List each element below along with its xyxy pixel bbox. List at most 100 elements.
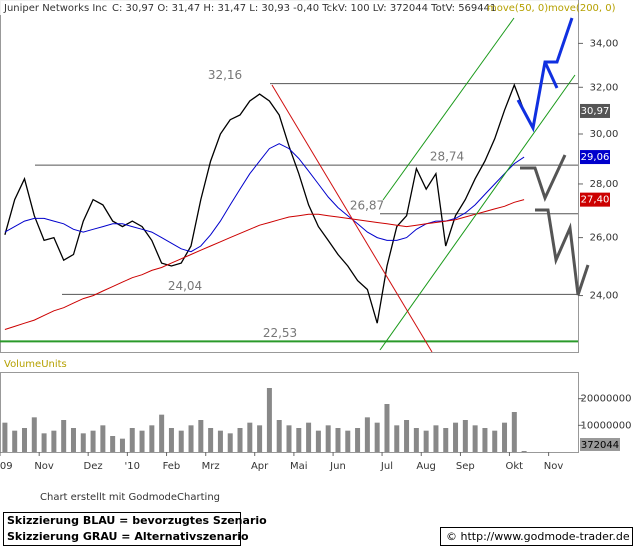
downtrend-line <box>271 84 433 353</box>
x-tick-label: Dez <box>84 461 103 472</box>
volume-bar <box>129 428 135 452</box>
volume-bar <box>296 428 302 452</box>
volume-bar <box>404 420 410 452</box>
volume-bar <box>482 428 488 452</box>
source-box <box>440 527 633 546</box>
volume-bar <box>511 412 517 452</box>
legend-entry: move(50, 0) <box>487 3 548 14</box>
price-line <box>4 83 525 324</box>
volume-bar <box>70 428 76 452</box>
x-tick-label: Apr <box>251 461 269 472</box>
volume-bar <box>413 428 419 452</box>
blue-scenario <box>543 61 559 89</box>
volume-panel <box>0 372 579 453</box>
volume-bar <box>423 430 429 452</box>
volume-bar <box>374 422 380 452</box>
volume-bar <box>384 404 390 452</box>
volume-bar <box>2 422 8 452</box>
level-label: 24,04 <box>168 279 202 293</box>
volume-bar <box>443 428 449 452</box>
y-tick-label: 20000000 <box>581 394 632 405</box>
last-value-label: 29,06 <box>581 152 610 163</box>
y-tick-label: 34,00 <box>590 38 619 49</box>
volume-bar <box>247 422 253 452</box>
volume-bar <box>237 428 243 452</box>
volume-bar <box>119 438 125 452</box>
volume-bar <box>335 428 341 452</box>
x-tick-label: Okt <box>506 461 524 472</box>
last-value-label: 30,97 <box>581 106 610 117</box>
last-value-box <box>580 150 610 165</box>
volume-bar <box>364 417 370 452</box>
last-value-box <box>580 192 610 207</box>
note-gray: Skizzierung GRAU = Alternativszenario <box>7 530 249 543</box>
volume-bar <box>41 433 47 452</box>
y-tick-label: 30,00 <box>590 129 619 140</box>
volume-bar <box>51 430 57 452</box>
gray-scenario <box>535 208 590 296</box>
header-band <box>0 0 578 15</box>
gray-scenario <box>520 154 567 203</box>
volume-bar <box>492 430 498 452</box>
credit: Chart erstellt mit GodmodeCharting <box>40 492 220 503</box>
level-label: 26,87 <box>350 198 384 212</box>
volume-bar <box>276 420 282 452</box>
last-volume-box <box>580 438 620 451</box>
volume-bar <box>345 430 351 452</box>
volume-bar <box>266 388 272 452</box>
moving-average <box>4 143 525 253</box>
drawings <box>271 17 590 353</box>
volume-bar <box>100 425 106 452</box>
volume-bar <box>61 420 67 452</box>
volume-bar <box>12 430 18 452</box>
volume-bar <box>433 425 439 452</box>
volume-bar <box>110 436 116 452</box>
x-tick-label: Jul <box>380 461 393 472</box>
y-tick-label: 32,00 <box>590 82 619 93</box>
volume-bar <box>168 428 174 452</box>
volume-bar <box>217 430 223 452</box>
header-title: Juniper Networks Inc <box>3 3 107 14</box>
last-volume-label: 372044 <box>581 440 619 451</box>
volume-bar <box>90 430 96 452</box>
volume-bar <box>21 428 27 452</box>
y-tick-label: 10000000 <box>581 420 632 431</box>
level-label: 28,74 <box>430 150 464 164</box>
last-value-box <box>580 103 610 118</box>
volume-bar <box>315 430 321 452</box>
x-tick-label: '10 <box>125 461 140 472</box>
x-tick-label: Nov <box>544 461 564 472</box>
source: © http://www.godmode-trader.de <box>446 530 630 543</box>
level-label: 22,53 <box>263 326 297 340</box>
volume-bar <box>325 425 331 452</box>
x-tick-label: Mrz <box>202 461 220 472</box>
moving-average <box>4 199 525 330</box>
volume-bar <box>502 422 508 452</box>
volume-bar <box>306 422 312 452</box>
y-tick-label: 26,00 <box>590 233 619 244</box>
level-label: 32,16 <box>208 68 242 82</box>
legend-entry: move(200, 0) <box>548 3 616 14</box>
volume-bar <box>227 433 233 452</box>
x-tick-label: Nov <box>34 461 54 472</box>
volume-bar <box>178 430 184 452</box>
x-tick-label: Mai <box>290 461 308 472</box>
volume-title: VolumeUnits <box>4 359 67 370</box>
volume-bar <box>139 430 145 452</box>
volume-bar <box>355 428 361 452</box>
trend-channel-lower <box>379 74 576 351</box>
volume-bar <box>257 425 263 452</box>
note-blue: Skizzierung BLAU = bevorzugtes Szenario <box>7 514 267 527</box>
volume-bar <box>208 428 214 452</box>
volume-bar <box>149 425 155 452</box>
note-box <box>3 512 241 546</box>
x-tick-label: '09 <box>0 461 13 472</box>
volume-bar <box>462 420 468 452</box>
volume-bar <box>159 414 165 452</box>
volume-bar <box>394 425 400 452</box>
volume-bar <box>286 425 292 452</box>
volume-bar <box>521 451 527 452</box>
trend-channel-upper <box>382 17 515 201</box>
